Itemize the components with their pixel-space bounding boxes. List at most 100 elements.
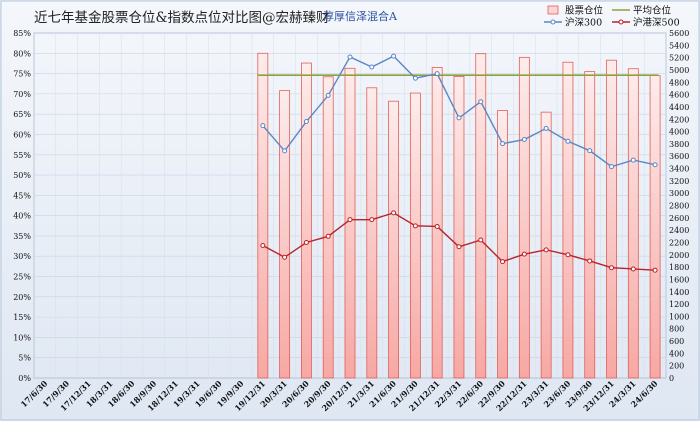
left-tick-label: 20% (13, 293, 31, 302)
series-point (630, 266, 636, 272)
left-tick-label: 0% (18, 374, 31, 383)
legend-label: 沪港深500 (633, 17, 680, 29)
bar-stock-position (562, 61, 574, 379)
bar-stock-position (409, 92, 421, 379)
right-tick-label: 0 (669, 374, 674, 383)
series-point (412, 75, 418, 81)
bar-stock-position (540, 111, 552, 379)
series-point (282, 254, 288, 260)
bar-stock-position (322, 76, 334, 379)
left-tick-label: 80% (13, 49, 31, 58)
right-tick-label: 3000 (669, 189, 689, 198)
right-tick-label: 1000 (669, 312, 689, 321)
series-point (391, 210, 397, 216)
series-point (478, 99, 484, 105)
series-point (543, 247, 549, 253)
bar-stock-position (497, 110, 508, 379)
left-tick-label: 55% (13, 151, 31, 160)
right-tick-label: 5200 (669, 54, 689, 63)
series-point (282, 148, 288, 154)
series-point (587, 148, 593, 154)
series-point (434, 71, 440, 77)
right-tick-label: 2600 (669, 214, 689, 223)
series-point (587, 258, 593, 264)
series-point (369, 217, 375, 223)
right-tick-label: 2000 (669, 251, 689, 260)
bar-stock-position (279, 90, 291, 379)
series-point (565, 252, 571, 258)
series-point (434, 223, 440, 229)
series-point (369, 64, 375, 70)
right-tick-label: 800 (669, 325, 684, 334)
right-tick-label: 4400 (669, 103, 689, 112)
left-tick-label: 10% (13, 333, 31, 342)
right-tick-label: 3200 (669, 177, 689, 186)
left-tick-label: 75% (13, 70, 31, 79)
left-tick-label: 5% (18, 354, 31, 363)
series-point (652, 267, 658, 273)
bar-stock-position (475, 53, 487, 379)
bar-stock-position (301, 62, 312, 379)
bar-stock-position (649, 75, 661, 379)
right-tick-label: 1200 (669, 300, 689, 309)
right-tick-label: 5000 (669, 66, 689, 75)
left-tick-label: 15% (13, 313, 31, 322)
series-point (543, 125, 549, 131)
series-point (630, 157, 636, 163)
series-point (412, 223, 418, 229)
series-point (609, 265, 615, 271)
chart-title: 近七年基金股票仓位&指数点位对比图@宏赫臻财 (34, 9, 330, 26)
right-tick-label: 3800 (669, 140, 689, 149)
left-tick-label: 30% (13, 252, 31, 261)
series-point (521, 251, 527, 257)
bar-stock-position (606, 59, 617, 379)
right-tick-label: 200 (669, 362, 684, 371)
right-tick-label: 5600 (669, 29, 689, 38)
bar-stock-position (453, 76, 465, 379)
legend-swatch-bar (547, 5, 559, 15)
bar-stock-position (584, 71, 596, 379)
bar-stock-position (366, 87, 378, 379)
right-tick-label: 1800 (669, 263, 689, 272)
legend-swatch-marker (618, 19, 624, 25)
right-tick-label: 2200 (669, 238, 689, 247)
series-point (325, 233, 331, 239)
series-point (652, 162, 658, 168)
left-tick-label: 50% (13, 171, 31, 180)
bar-stock-position (431, 67, 443, 379)
series-point (260, 243, 266, 249)
left-tick-label: 65% (13, 110, 31, 119)
series-point (521, 137, 527, 143)
series-point (500, 259, 506, 265)
right-tick-label: 3400 (669, 165, 689, 174)
series-point (500, 141, 506, 147)
legend-swatch-marker (550, 19, 556, 25)
series-point (347, 54, 353, 60)
left-tick-label: 60% (13, 130, 31, 139)
right-tick-label: 600 (669, 337, 684, 346)
series-point (456, 115, 462, 121)
right-tick-label: 4800 (669, 78, 689, 87)
series-point (391, 53, 397, 59)
series-point (325, 92, 331, 98)
chart-subtitle: 淳厚信泽混合A (323, 9, 398, 23)
series-point (565, 138, 571, 144)
left-tick-label: 25% (13, 273, 31, 282)
series-point (303, 239, 309, 245)
series-point (478, 237, 484, 243)
right-tick-label: 4200 (669, 115, 689, 124)
left-tick-label: 70% (13, 90, 31, 99)
left-tick-label: 40% (13, 212, 31, 221)
bar-stock-position (627, 68, 639, 379)
bar-stock-position (518, 56, 530, 379)
series-point (609, 164, 615, 170)
right-tick-label: 4000 (669, 128, 689, 137)
left-tick-label: 85% (13, 29, 31, 38)
bar-stock-position (388, 100, 399, 379)
right-tick-label: 1600 (669, 275, 689, 284)
series-point (456, 244, 462, 250)
legend-label: 股票仓位 (565, 5, 604, 17)
legend-label: 平均仓位 (633, 5, 672, 17)
series-point (303, 119, 309, 125)
